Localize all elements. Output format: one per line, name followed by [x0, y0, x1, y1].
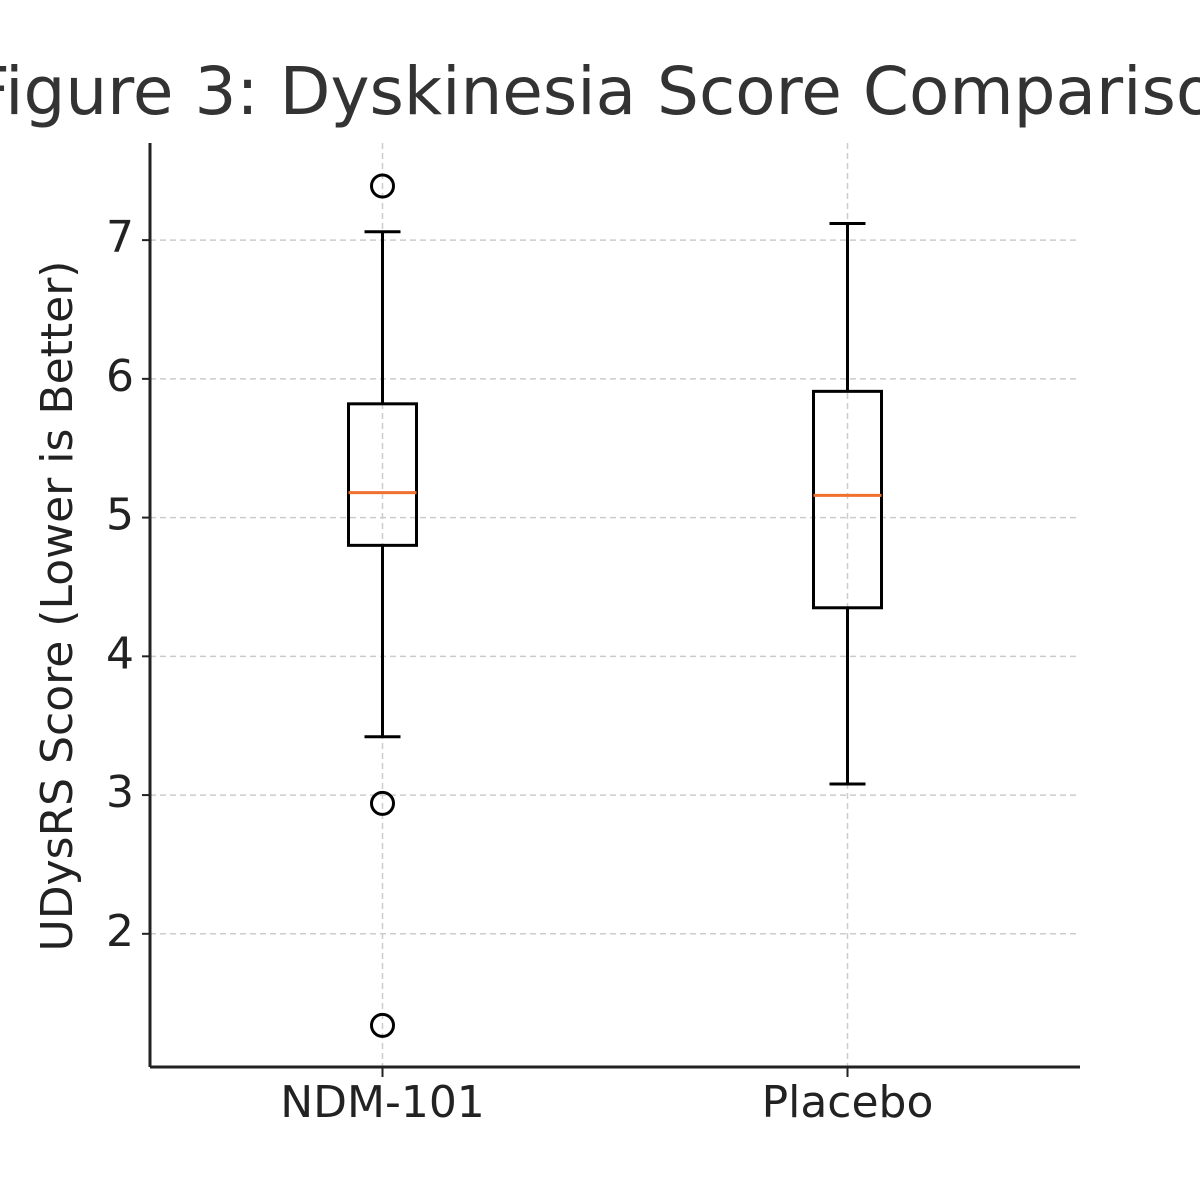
y-tick-label: 5: [106, 490, 134, 541]
box: [347, 402, 418, 547]
chart-title: Figure 3: Dyskinesia Score Comparison: [0, 53, 1200, 130]
outlier: [370, 173, 395, 199]
box: [812, 389, 883, 610]
y-tick-label: 4: [106, 628, 134, 679]
x-tick-label: NDM-101: [280, 1077, 485, 1128]
y-axis-label: UDysRS Score (Lower is Better): [32, 261, 83, 952]
y-tick-label: 7: [106, 212, 134, 263]
outlier: [370, 790, 395, 816]
y-tick-label: 3: [106, 767, 134, 818]
x-tick-label: Placebo: [762, 1077, 934, 1128]
outlier: [370, 1012, 395, 1038]
y-tick-label: 2: [106, 906, 134, 957]
y-tick-label: 6: [106, 351, 134, 402]
